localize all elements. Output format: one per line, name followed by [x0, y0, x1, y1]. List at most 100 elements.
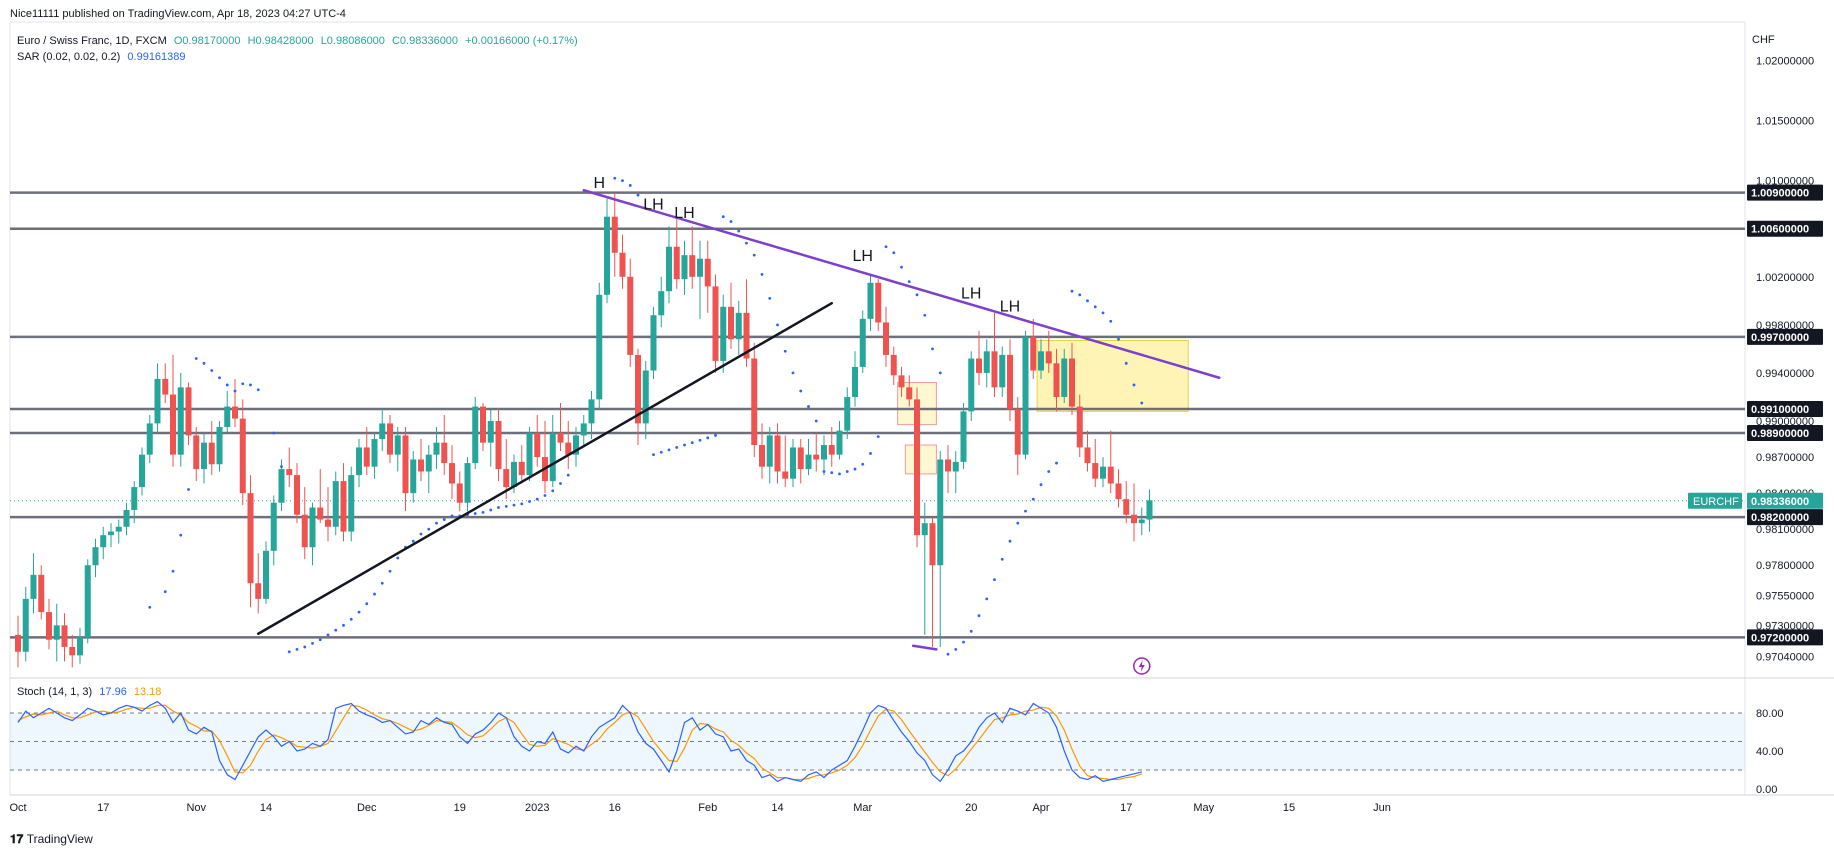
candle [921, 502, 928, 635]
price-tick-label: 0.99800000 [1756, 320, 1814, 332]
pattern-labels: H LH LH LH LH LH [593, 175, 1020, 316]
candle-body [728, 306, 734, 340]
open-value: O0.98170000 [173, 35, 241, 47]
candle-body [673, 246, 680, 280]
candle-body [472, 406, 479, 464]
sar-dot [295, 647, 299, 651]
candle [782, 435, 789, 488]
sar-dot [171, 569, 175, 573]
candle [30, 553, 37, 614]
candle-body [53, 625, 60, 640]
sar-dot [187, 488, 190, 491]
candle-body [1123, 499, 1130, 515]
candle [263, 541, 269, 604]
candle [1014, 396, 1021, 476]
stoch-legend: Stoch (14, 1, 3) 17.96 13.18 [17, 686, 165, 698]
sar-dot [489, 508, 493, 512]
candle-body [1038, 351, 1044, 371]
candle [61, 613, 68, 662]
sar-dot [1078, 293, 1082, 297]
sar-dot [1093, 305, 1097, 309]
candle-body [394, 435, 401, 455]
symbol-title: Euro / Swiss Franc, 1D, FXCM [17, 35, 167, 47]
tradingview-brand[interactable]: 𝟏𝟕 TradingView [10, 832, 93, 847]
sar-dot [938, 371, 942, 375]
candle-body [759, 445, 765, 467]
pattern-label: LH [674, 205, 694, 222]
candle [131, 481, 138, 524]
candle-body [813, 454, 820, 460]
candle-body [1076, 406, 1083, 448]
candle [635, 348, 641, 446]
sar-dot [931, 347, 934, 351]
stoch-d-line [17, 704, 1143, 781]
sar-dot [900, 265, 903, 269]
candle [425, 445, 432, 494]
candle [232, 378, 238, 428]
candle-body [867, 282, 874, 319]
candle-body [604, 216, 610, 295]
candle-body [255, 583, 262, 599]
candle [387, 415, 393, 464]
candle [1022, 330, 1029, 460]
candle [371, 433, 378, 479]
sar-dot [303, 645, 307, 649]
candle-body [681, 255, 688, 280]
sar-dot [1008, 539, 1012, 543]
sar-dot [342, 623, 345, 627]
low-marker [911, 644, 938, 651]
candle-body [387, 423, 393, 455]
candle-body [1007, 354, 1013, 409]
sar-dot [334, 628, 338, 632]
candle-body [480, 406, 486, 443]
alert-icon-ring [1133, 657, 1151, 675]
sar-dot [659, 450, 663, 454]
candle [1053, 348, 1060, 412]
candle [239, 399, 246, 506]
stoch-d-value: 13.18 [133, 686, 162, 698]
sar-dot [1109, 319, 1113, 323]
candle [852, 351, 858, 407]
sar-dot [683, 443, 686, 447]
candle-body [596, 294, 603, 400]
price-tick-label: 0.99400000 [1756, 368, 1814, 380]
candle [759, 423, 765, 479]
sar-dot [233, 389, 237, 393]
candle-body [216, 427, 223, 465]
candle [937, 451, 944, 647]
candle [170, 354, 176, 467]
candle [766, 427, 773, 484]
sar-dot [830, 471, 834, 475]
sar-dot [1117, 337, 1120, 341]
candle [596, 282, 603, 409]
price-label-text: 1.00900000 [1751, 188, 1809, 200]
candle-body [852, 366, 858, 397]
sar-dot [791, 371, 795, 375]
candle [999, 346, 1006, 397]
sar-dot [512, 503, 516, 507]
candle [728, 282, 734, 349]
sar-dot [1124, 361, 1128, 365]
candle-body [123, 509, 130, 527]
candle-body [487, 421, 494, 443]
candle-body [301, 514, 308, 548]
candle-body [1146, 500, 1153, 520]
sar-dot [962, 640, 965, 644]
candle-body [573, 435, 579, 455]
time-tick-label: 17 [97, 802, 109, 814]
candle [1115, 469, 1122, 508]
candle-body [650, 315, 657, 371]
sar-dot [326, 633, 330, 637]
sar-dot [520, 502, 524, 506]
candle [317, 469, 324, 524]
sar-dot [559, 482, 562, 485]
candle-body [797, 447, 804, 470]
candle [340, 463, 347, 542]
candle [270, 495, 277, 566]
candle [379, 408, 386, 452]
time-tick-label: Apr [1032, 802, 1049, 814]
sar-dot [373, 592, 376, 596]
order-block-lower [904, 444, 937, 475]
candle-body [131, 487, 138, 510]
